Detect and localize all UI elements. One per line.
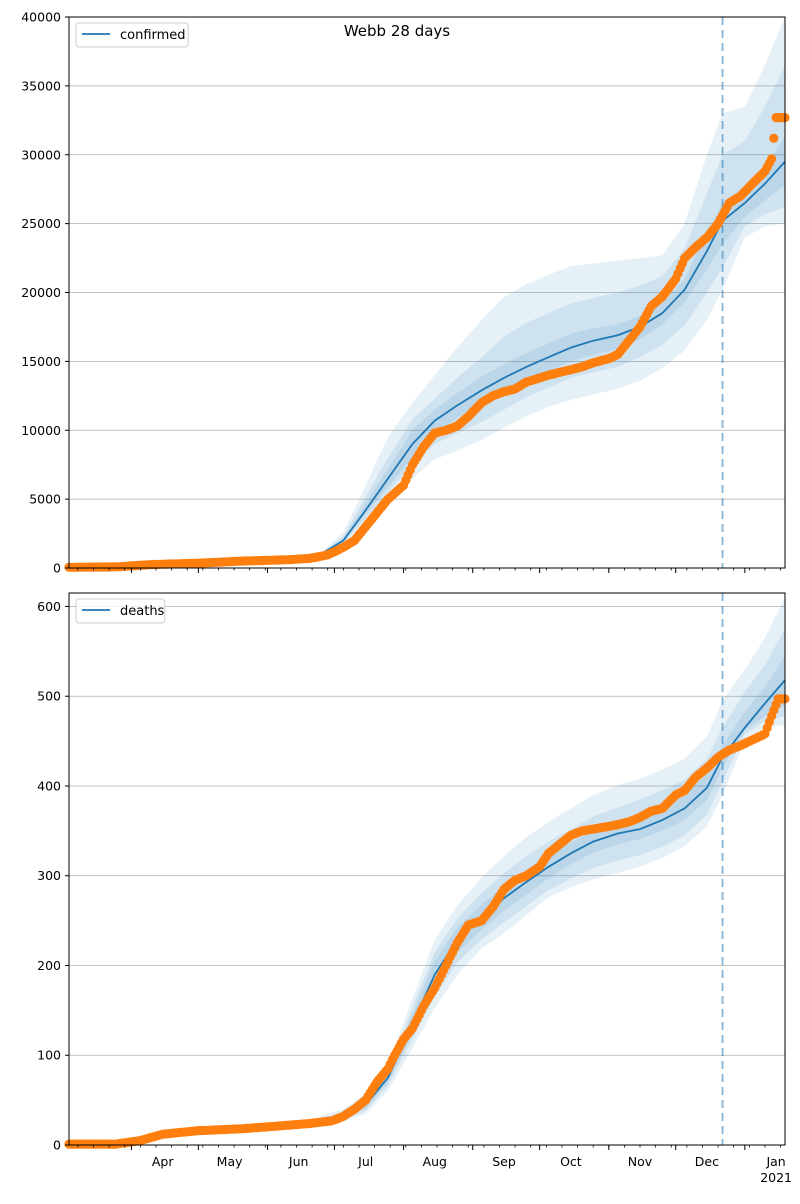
observed-point — [769, 133, 779, 143]
panel-confirmed-x-ticks — [77, 568, 781, 573]
y-tick-label: 200 — [37, 958, 61, 973]
x-month-label: Dec — [695, 1154, 719, 1169]
y-tick-label: 0 — [53, 561, 61, 576]
panel-deaths-legend: deaths — [75, 598, 166, 624]
legend-label-confirmed: confirmed — [120, 28, 186, 43]
x-month-label: May — [217, 1154, 243, 1169]
panel-deaths-x-ticks — [77, 1145, 781, 1150]
uncertainty-band-inner — [321, 136, 785, 555]
panel-confirmed: 0 5000 10000 15000 20000 25000 30000 35000 40000… — [21, 10, 790, 576]
legend-label-deaths: deaths — [120, 604, 165, 619]
x-month-label: Aug — [423, 1154, 447, 1169]
legend-box — [75, 598, 166, 624]
x-axis-year-label: 2021 — [760, 1170, 792, 1185]
y-tick-label: 30000 — [21, 147, 61, 162]
uncertainty-band-outer — [321, 597, 785, 1127]
uncertainty-band-middle — [321, 628, 785, 1126]
y-tick-label: 600 — [37, 599, 61, 614]
x-month-label: Oct — [560, 1154, 582, 1169]
y-tick-label: 5000 — [29, 492, 61, 507]
y-tick-label: 20000 — [21, 285, 61, 300]
panel-deaths-observed-points — [64, 694, 790, 1149]
uncertainty-band-outer — [321, 17, 785, 556]
y-tick-label: 25000 — [21, 216, 61, 231]
y-tick-label: 40000 — [21, 10, 61, 25]
axes-frame — [68, 592, 786, 1146]
chart-title: Webb 28 days — [344, 22, 450, 40]
x-axis-month-labels: Apr May Jun Jul Aug Sep Oct Nov Dec Jan — [152, 1154, 786, 1169]
x-month-label: Jun — [288, 1154, 309, 1169]
panel-confirmed-legend: confirmed — [75, 22, 189, 48]
panel-deaths-axes — [68, 592, 786, 1146]
x-month-label: Jan — [765, 1154, 785, 1169]
y-tick-label: 35000 — [21, 78, 61, 93]
x-month-label: Apr — [152, 1154, 174, 1169]
observed-point — [767, 154, 777, 164]
y-tick-label: 300 — [37, 868, 61, 883]
x-month-label: Jul — [357, 1154, 373, 1169]
panel-deaths-bands — [321, 597, 785, 1127]
y-tick-label: 0 — [53, 1138, 61, 1153]
y-tick-label: 400 — [37, 778, 61, 793]
panel-confirmed-observed-points — [64, 113, 790, 572]
y-tick-label: 100 — [37, 1048, 61, 1063]
x-month-label: Nov — [628, 1154, 653, 1169]
y-tick-label: 15000 — [21, 354, 61, 369]
x-month-label: Sep — [492, 1154, 516, 1169]
y-tick-label: 10000 — [21, 423, 61, 438]
legend-box — [75, 22, 189, 48]
y-tick-label: 500 — [37, 689, 61, 704]
panel-confirmed-y-ticks: 0 5000 10000 15000 20000 25000 30000 35000 40000 — [21, 10, 69, 576]
panel-deaths-y-ticks: 0 100 200 300 400 500 600 — [37, 599, 69, 1153]
